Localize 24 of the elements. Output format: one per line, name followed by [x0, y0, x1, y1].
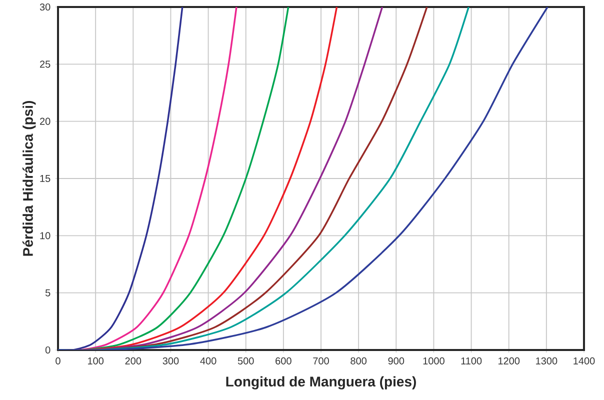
- x-tick-label: 500: [238, 357, 254, 364]
- y-axis-title: Pérdida Hidráulica (psi): [22, 101, 36, 256]
- x-tick-label: 900: [388, 357, 404, 364]
- y-tick-label: 10: [40, 232, 50, 240]
- y-tick-label: 5: [45, 289, 50, 296]
- x-tick-label: 200: [125, 357, 142, 364]
- x-tick-label: 1000: [423, 357, 444, 364]
- x-tick-label: 0: [56, 357, 60, 364]
- x-tick-label: 1400: [574, 357, 595, 364]
- y-tick-label: 30: [40, 3, 50, 11]
- y-tick-label: 25: [40, 60, 50, 68]
- y-tick-label: 15: [40, 175, 50, 182]
- x-tick-label: 1100: [461, 357, 482, 364]
- x-tick-label: 700: [313, 357, 329, 364]
- x-tick-label: 100: [88, 357, 104, 364]
- x-tick-label: 1300: [536, 357, 558, 364]
- x-tick-label: 300: [162, 357, 179, 364]
- x-axis-title: Longitud de Manguera (pies): [226, 376, 416, 390]
- x-tick-label: 400: [200, 357, 216, 364]
- y-tick-label: 20: [40, 118, 50, 125]
- x-tick-label: 800: [350, 357, 367, 364]
- x-tick-label: 600: [276, 357, 292, 364]
- y-tick-label: 0: [45, 346, 50, 354]
- x-tick-label: 1200: [498, 357, 520, 364]
